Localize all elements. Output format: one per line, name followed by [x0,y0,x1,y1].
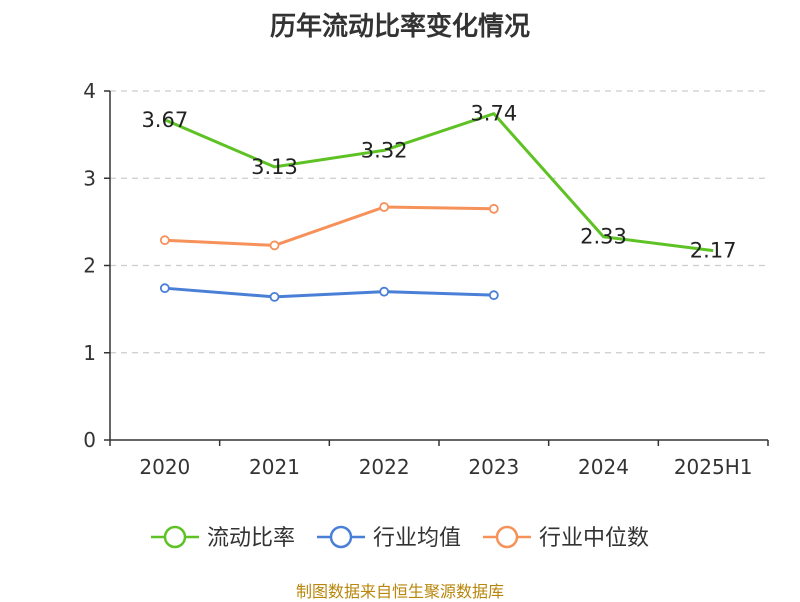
legend-marker [163,525,187,549]
x-tick-label: 2023 [468,455,519,479]
y-tick-label: 0 [83,428,96,452]
data-point [159,235,170,246]
y-tick-label: 3 [83,166,96,190]
legend-label: 行业均值 [373,526,461,551]
data-label: 2.33 [580,225,627,249]
series-line-0 [164,112,714,253]
legend: 流动比率 行业均值 行业中位数 [151,525,649,551]
axes: 0 1 2 3 4 2020 2021 2022 2023 2024 2025H1 [83,79,769,479]
grid-lines [110,90,768,354]
legend-marker [329,525,353,549]
legend-marker [495,525,519,549]
data-point [269,292,280,302]
data-label: 3.32 [361,138,408,162]
data-labels: 3.67 3.13 3.32 3.74 2.33 2.17 [141,102,736,263]
legend-label: 流动比率 [207,526,295,551]
source-footnote: 制图数据来自恒生聚源数据库 [295,582,504,601]
data-point [159,283,170,294]
legend-label: 行业中位数 [539,526,649,551]
y-tick-label: 4 [83,79,96,103]
x-tick-label: 2022 [359,455,410,479]
x-tick-label: 2021 [249,455,300,479]
chart-title: 历年流动比率变化情况 [269,12,530,42]
data-label: 3.67 [141,108,188,132]
data-label: 3.74 [470,102,517,126]
data-point [269,240,280,251]
data-point [488,203,499,214]
data-point [379,286,390,297]
x-tick-label: 2020 [139,455,190,479]
x-tick-label: 2025H1 [674,455,753,479]
series-line-1 [164,286,494,299]
series-lines [159,112,714,302]
data-label: 3.13 [251,155,298,179]
series-line-2 [164,205,494,247]
data-point [488,290,499,301]
x-tick-label: 2024 [578,455,629,479]
y-tick-label: 2 [83,254,96,278]
data-label: 2.17 [690,239,737,263]
data-point [379,202,390,212]
y-tick-label: 1 [83,341,96,365]
